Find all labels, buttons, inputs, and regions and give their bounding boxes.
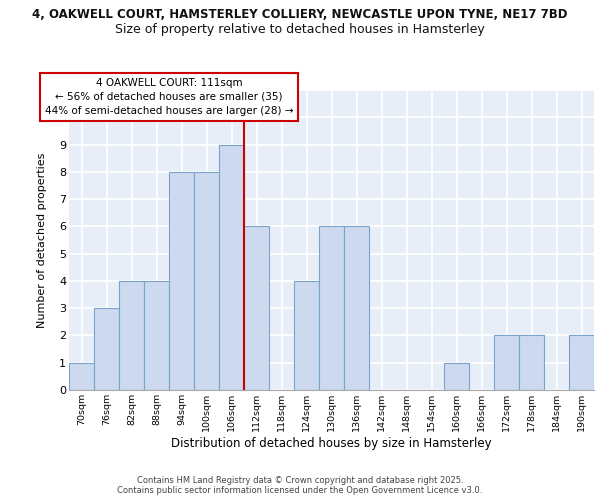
- Text: 4, OAKWELL COURT, HAMSTERLEY COLLIERY, NEWCASTLE UPON TYNE, NE17 7BD: 4, OAKWELL COURT, HAMSTERLEY COLLIERY, N…: [32, 8, 568, 20]
- Bar: [194, 172, 219, 390]
- Bar: [519, 336, 544, 390]
- Bar: [494, 336, 519, 390]
- Bar: [319, 226, 344, 390]
- Bar: [244, 226, 269, 390]
- Bar: [344, 226, 369, 390]
- Bar: [219, 144, 244, 390]
- Text: 4 OAKWELL COURT: 111sqm
← 56% of detached houses are smaller (35)
44% of semi-de: 4 OAKWELL COURT: 111sqm ← 56% of detache…: [45, 78, 293, 116]
- Bar: [444, 362, 469, 390]
- Y-axis label: Number of detached properties: Number of detached properties: [37, 152, 47, 328]
- X-axis label: Distribution of detached houses by size in Hamsterley: Distribution of detached houses by size …: [171, 436, 492, 450]
- Bar: [169, 172, 194, 390]
- Text: Size of property relative to detached houses in Hamsterley: Size of property relative to detached ho…: [115, 22, 485, 36]
- Bar: [294, 281, 319, 390]
- Bar: [94, 308, 119, 390]
- Bar: [144, 281, 169, 390]
- Bar: [119, 281, 144, 390]
- Bar: [569, 336, 594, 390]
- Bar: [69, 362, 94, 390]
- Text: Contains HM Land Registry data © Crown copyright and database right 2025.
Contai: Contains HM Land Registry data © Crown c…: [118, 476, 482, 495]
